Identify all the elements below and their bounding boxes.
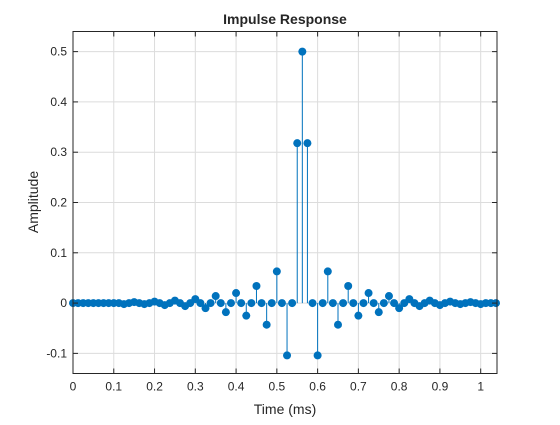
x-tick-label: 0.5 xyxy=(269,380,286,394)
stem-marker xyxy=(288,299,297,308)
stem-marker xyxy=(364,289,373,298)
x-tick-label: 0.6 xyxy=(309,380,326,394)
stem-marker xyxy=(196,299,205,308)
stem-marker xyxy=(339,299,348,308)
stem-marker xyxy=(318,299,327,308)
x-tick-label: 0.9 xyxy=(432,380,449,394)
stem-marker xyxy=(374,308,383,317)
stem-marker xyxy=(283,351,292,360)
y-tick-label: 0.5 xyxy=(50,45,67,59)
stem-marker xyxy=(359,299,368,308)
x-axis-label: Time (ms) xyxy=(254,401,316,417)
x-ticks: 0 0.1 0.2 0.3 0.4 0.5 0.6 0.7 0.8 0.9 1 xyxy=(70,31,484,394)
stem-marker xyxy=(232,289,241,298)
stem-marker xyxy=(257,299,266,308)
stem-marker xyxy=(390,299,399,308)
stem-marker xyxy=(277,299,286,308)
x-tick-label: 0 xyxy=(70,380,77,394)
stem-marker xyxy=(379,299,388,308)
stem-marker xyxy=(313,351,322,360)
y-tick-label: 0.4 xyxy=(50,95,67,109)
stem-marker xyxy=(272,267,281,276)
stem-marker xyxy=(267,299,276,308)
chart-title: Impulse Response xyxy=(223,11,347,27)
x-tick-label: 0.2 xyxy=(146,380,163,394)
y-axis-label: Amplitude xyxy=(25,171,41,233)
y-tick-label: 0.3 xyxy=(50,145,67,159)
stem-marker xyxy=(308,299,317,308)
stem-marker xyxy=(395,304,404,313)
stem-marker xyxy=(252,281,261,290)
stem-marker xyxy=(303,139,312,148)
stem-marker xyxy=(237,299,246,308)
grid xyxy=(72,31,497,374)
y-ticks: -0.1 0 0.1 0.2 0.3 0.4 0.5 xyxy=(46,45,497,360)
stem-marker xyxy=(293,139,302,148)
stem-marker xyxy=(323,267,332,276)
x-tick-label: 0.7 xyxy=(350,380,367,394)
y-tick-label: 0.2 xyxy=(50,196,67,210)
x-tick-label: 0.3 xyxy=(187,380,204,394)
stem-marker xyxy=(262,320,271,329)
stem-series xyxy=(69,47,500,360)
stem-marker xyxy=(242,311,251,320)
stem-marker xyxy=(369,299,378,308)
y-tick-label: -0.1 xyxy=(46,346,67,360)
stem-marker xyxy=(201,304,210,313)
stem-marker xyxy=(226,299,235,308)
stem-marker xyxy=(349,299,358,308)
stem-marker xyxy=(344,281,353,290)
stem-marker xyxy=(216,299,225,308)
stem-marker xyxy=(221,308,230,317)
stem-marker xyxy=(206,299,215,308)
stem-marker xyxy=(211,292,220,301)
x-tick-label: 0.4 xyxy=(228,380,245,394)
y-tick-label: 0.1 xyxy=(50,246,67,260)
stem-marker xyxy=(384,292,393,301)
y-tick-label: 0 xyxy=(60,296,67,310)
stem-marker xyxy=(298,47,307,56)
stem-marker xyxy=(334,320,342,329)
stem-marker xyxy=(354,311,363,320)
stem-marker xyxy=(328,299,337,308)
x-tick-label: 1 xyxy=(477,380,484,394)
stem-marker xyxy=(247,299,256,308)
x-tick-label: 0.1 xyxy=(105,380,122,394)
x-tick-label: 0.8 xyxy=(391,380,408,394)
